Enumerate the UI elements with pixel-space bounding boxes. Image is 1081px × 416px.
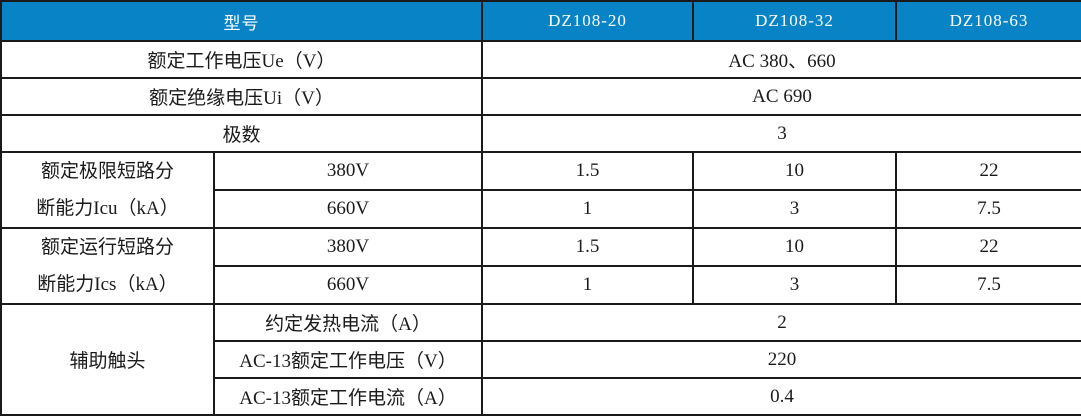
row-rated-insulation-voltage: 额定绝缘电压Ui（V） AC 690 — [0, 77, 1081, 116]
value-ics-660v-dz108-32: 3 — [692, 265, 897, 305]
group-label-ics: 额定运行短路分 断能力Ics（kA） — [0, 227, 215, 305]
row-icu-660v: 660V 1 3 7.5 — [1, 189, 1081, 229]
value-ics-660v-dz108-20: 1 — [481, 265, 694, 305]
group-label-icu: 额定极限短路分 断能力Icu（kA） — [0, 151, 215, 229]
header-cell-dz108-20: DZ108-20 — [481, 0, 694, 42]
row-label-ue: 额定工作电压Ue（V） — [0, 40, 483, 79]
row-ics-380v: 额定运行短路分 断能力Ics（kA） 380V 1.5 10 22 — [0, 227, 1081, 305]
group-label-aux: 辅助触头 — [0, 303, 215, 416]
sub-label-aux-ac13-voltage: AC-13额定工作电压（V） — [213, 340, 483, 379]
value-aux-ac13-voltage: 220 — [481, 340, 1081, 379]
header-row: 型号 DZ108-20 DZ108-32 DZ108-63 — [0, 0, 1081, 42]
sub-label-aux-ith: 约定发热电流（A） — [213, 303, 483, 342]
sub-label-ics-380v: 380V — [213, 227, 483, 267]
row-label-ui: 额定绝缘电压Ui（V） — [0, 77, 483, 116]
value-icu-380v-dz108-20: 1.5 — [481, 151, 694, 191]
header-cell-dz108-63: DZ108-63 — [895, 0, 1081, 42]
header-cell-dz108-32: DZ108-32 — [692, 0, 897, 42]
row-label-poles: 极数 — [0, 114, 483, 153]
value-ue: AC 380、660 — [481, 40, 1081, 79]
sub-label-icu-380v: 380V — [213, 151, 483, 191]
value-ics-380v-dz108-32: 10 — [692, 227, 897, 267]
value-aux-ith: 2 — [481, 303, 1081, 342]
value-icu-380v-dz108-63: 22 — [895, 151, 1081, 191]
value-ics-380v-dz108-20: 1.5 — [481, 227, 694, 267]
value-aux-ac13-current: 0.4 — [481, 377, 1081, 416]
sub-label-ics-660v: 660V — [213, 265, 483, 305]
value-icu-660v-dz108-32: 3 — [692, 189, 897, 229]
row-aux-ac13-voltage: AC-13额定工作电压（V） 220 — [1, 340, 1081, 379]
sub-label-aux-ac13-current: AC-13额定工作电流（A） — [213, 377, 483, 416]
value-ui: AC 690 — [481, 77, 1081, 116]
row-aux-thermal-current: 辅助触头 约定发热电流（A） 2 — [0, 303, 1081, 416]
value-icu-660v-dz108-20: 1 — [481, 189, 694, 229]
sub-label-icu-660v: 660V — [213, 189, 483, 229]
value-ics-660v-dz108-63: 7.5 — [895, 265, 1081, 305]
value-icu-380v-dz108-32: 10 — [692, 151, 897, 191]
value-icu-660v-dz108-63: 7.5 — [895, 189, 1081, 229]
row-ics-660v: 660V 1 3 7.5 — [1, 265, 1081, 305]
row-icu-380v: 额定极限短路分 断能力Icu（kA） 380V 1.5 10 22 — [0, 151, 1081, 229]
header-cell-model: 型号 — [0, 0, 483, 42]
row-poles: 极数 3 — [0, 114, 1081, 153]
row-rated-working-voltage: 额定工作电压Ue（V） AC 380、660 — [0, 40, 1081, 79]
value-ics-380v-dz108-63: 22 — [895, 227, 1081, 267]
value-poles: 3 — [481, 114, 1081, 153]
row-aux-ac13-current: AC-13额定工作电流（A） 0.4 — [1, 377, 1081, 416]
